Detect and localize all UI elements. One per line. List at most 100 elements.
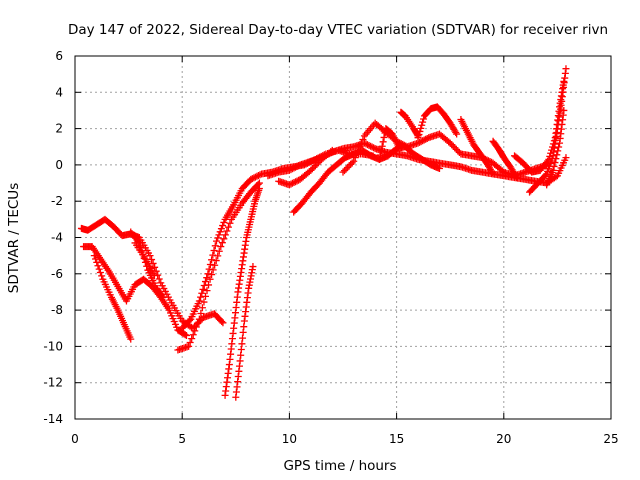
data-point	[307, 166, 315, 174]
data-point	[158, 292, 166, 300]
series-arc-19	[511, 77, 568, 176]
data-point	[310, 163, 318, 171]
data-point	[90, 252, 98, 260]
data-point	[206, 260, 214, 268]
data-point	[562, 154, 570, 162]
data-point	[357, 139, 365, 147]
data-point	[188, 335, 196, 343]
data-point	[223, 227, 231, 235]
data-point	[368, 143, 376, 151]
data-point	[159, 293, 167, 301]
data-point	[435, 165, 443, 173]
data-point	[95, 265, 103, 273]
data-point	[341, 167, 349, 175]
data-point	[311, 162, 319, 170]
data-point	[220, 235, 228, 243]
y-tick-label: -2	[51, 194, 63, 208]
data-point	[348, 159, 356, 167]
data-point	[189, 331, 197, 339]
data-point	[293, 177, 301, 185]
data-point	[562, 65, 570, 73]
series-arc-12	[275, 146, 336, 189]
data-point	[215, 247, 223, 255]
data-point	[365, 141, 373, 149]
data-point	[195, 315, 203, 323]
data-point	[451, 144, 459, 152]
data-point	[454, 147, 462, 155]
data-point	[354, 146, 362, 154]
data-point	[218, 239, 226, 247]
data-point	[513, 174, 521, 182]
data-point	[313, 160, 321, 168]
data-point	[203, 274, 211, 282]
data-point	[420, 136, 428, 144]
x-tick-label: 0	[71, 432, 79, 446]
data-point	[418, 121, 426, 129]
series-arc-14	[375, 125, 403, 163]
data-point	[446, 139, 454, 147]
data-point	[197, 293, 205, 301]
series-arc-3	[90, 252, 135, 343]
data-point	[350, 157, 358, 165]
series-arc-17	[457, 116, 497, 178]
data-point	[146, 252, 154, 260]
data-point	[94, 262, 102, 270]
data-point	[254, 172, 262, 180]
data-point	[250, 174, 258, 182]
data-point	[200, 298, 208, 306]
data-point	[194, 319, 202, 327]
y-tick-label: -4	[51, 231, 63, 245]
data-point	[342, 165, 350, 173]
data-point	[208, 271, 216, 279]
data-point	[560, 106, 568, 114]
x-axis-label: GPS time / hours	[283, 458, 396, 474]
data-point	[255, 184, 263, 192]
data-point	[555, 143, 563, 151]
x-tick-label: 25	[603, 432, 618, 446]
data-point	[293, 162, 301, 170]
data-point	[226, 219, 234, 227]
y-tick-label: -6	[51, 267, 63, 281]
data-point	[215, 231, 223, 239]
data-point	[199, 285, 207, 293]
data-point	[214, 234, 222, 242]
data-point	[191, 327, 199, 335]
x-tick-label: 5	[178, 432, 186, 446]
data-point	[295, 162, 303, 170]
data-point	[415, 131, 423, 139]
data-point	[96, 269, 104, 277]
data-point	[550, 162, 558, 170]
data-point	[287, 180, 295, 188]
x-tick-label: 10	[282, 432, 297, 446]
data-point	[214, 252, 222, 260]
data-point	[192, 323, 200, 331]
data-point	[256, 171, 264, 179]
data-point	[150, 272, 158, 280]
data-point	[151, 263, 159, 271]
data-point	[452, 128, 460, 136]
y-axis-label: SDTVAR / TECUs	[6, 183, 22, 293]
data-point	[220, 218, 228, 226]
data-point	[290, 179, 298, 187]
y-axis: -14 -12 -10 -8 -6 -4 -2 0 2 4 6	[43, 49, 611, 426]
data-point	[285, 181, 293, 189]
x-tick-label: 15	[389, 432, 404, 446]
data-point	[92, 255, 100, 263]
data-point	[248, 175, 256, 183]
data-point	[378, 142, 386, 150]
data-point	[380, 133, 388, 141]
data-point	[419, 118, 427, 126]
data-point	[127, 335, 135, 343]
data-point	[251, 173, 259, 181]
data-point	[353, 150, 361, 158]
series-arc-18	[489, 137, 521, 182]
data-point	[217, 243, 225, 251]
data-point	[217, 225, 225, 233]
y-tick-label: -12	[43, 376, 63, 390]
data-point	[417, 124, 425, 132]
data-point	[182, 332, 190, 340]
data-point	[452, 145, 460, 153]
data-point	[512, 172, 520, 180]
data-point	[327, 148, 335, 156]
